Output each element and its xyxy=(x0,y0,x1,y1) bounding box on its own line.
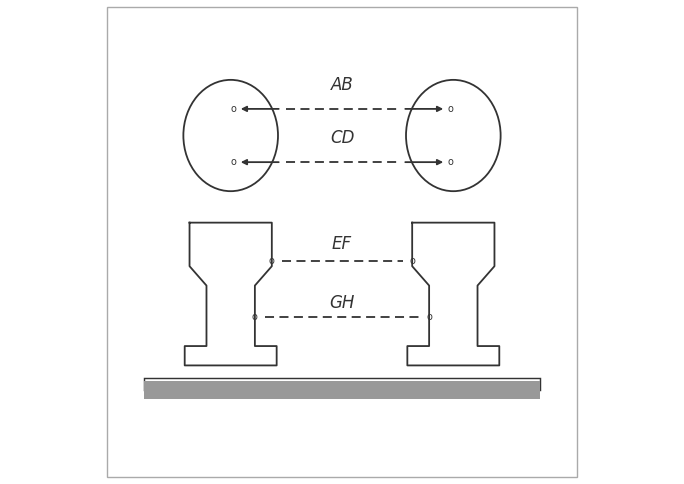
Text: o: o xyxy=(426,312,432,322)
Text: o: o xyxy=(409,257,415,266)
Text: o: o xyxy=(448,104,454,114)
Text: CD: CD xyxy=(330,129,354,147)
Bar xyxy=(144,381,540,399)
Text: o: o xyxy=(252,312,258,322)
Polygon shape xyxy=(185,223,276,365)
Text: o: o xyxy=(230,157,236,167)
Text: o: o xyxy=(448,157,454,167)
Text: o: o xyxy=(230,104,236,114)
Ellipse shape xyxy=(183,80,278,191)
Ellipse shape xyxy=(406,80,501,191)
Text: AB: AB xyxy=(330,76,354,94)
Bar xyxy=(144,378,540,390)
Text: o: o xyxy=(269,257,275,266)
Text: GH: GH xyxy=(329,293,355,312)
Text: EF: EF xyxy=(332,235,352,254)
Polygon shape xyxy=(408,223,499,365)
